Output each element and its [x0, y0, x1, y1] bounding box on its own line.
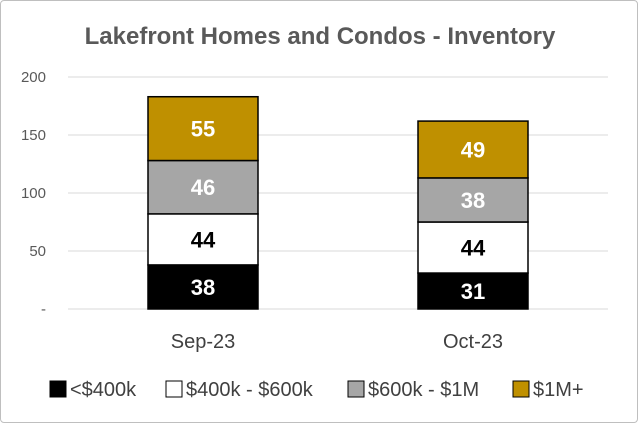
bar-segment	[417, 120, 529, 179]
y-tick-label: 100	[21, 185, 46, 202]
y-tick-label: -	[41, 301, 46, 318]
data-label: 44	[191, 227, 216, 252]
data-label: 44	[461, 236, 486, 261]
legend-item: $400k - $600k	[165, 379, 314, 401]
legend-label: $400k - $600k	[186, 379, 314, 401]
data-label: 46	[191, 175, 215, 200]
x-category-label: Oct-23	[443, 331, 503, 353]
bar-segment	[417, 272, 529, 310]
chart-title: Lakefront Homes and Condos - Inventory	[85, 23, 556, 50]
legend-swatch	[512, 380, 530, 398]
legend-item: $600k - $1M	[347, 379, 479, 401]
bar-segment	[417, 221, 529, 274]
data-label: 38	[461, 188, 485, 213]
y-tick-label: 150	[21, 127, 46, 144]
y-tick-label: 200	[21, 69, 46, 86]
legend-label: $600k - $1M	[368, 379, 479, 401]
bars	[147, 95, 529, 310]
legend-swatch	[347, 380, 365, 398]
legend-item: <$400k	[49, 379, 137, 401]
legend: <$400k $400k - $600k $600k - $1M $1M+	[49, 379, 584, 401]
legend-label: <$400k	[70, 379, 137, 401]
data-label: 31	[461, 279, 485, 304]
data-label: 38	[191, 275, 215, 300]
x-category-label: Sep-23	[171, 331, 236, 353]
legend-label: $1M+	[533, 379, 584, 401]
data-label: 49	[461, 138, 485, 163]
bar-segment	[417, 177, 529, 223]
legend-item: $1M+	[512, 379, 584, 401]
legend-swatch	[165, 380, 183, 398]
data-label: 55	[191, 117, 215, 142]
y-tick-label: 50	[29, 243, 46, 260]
bar-segment	[147, 95, 259, 162]
data-labels: 38 44 46 55 Sep-23 31 44 38 49 Oct-23	[171, 117, 503, 353]
legend-swatch	[49, 380, 67, 398]
